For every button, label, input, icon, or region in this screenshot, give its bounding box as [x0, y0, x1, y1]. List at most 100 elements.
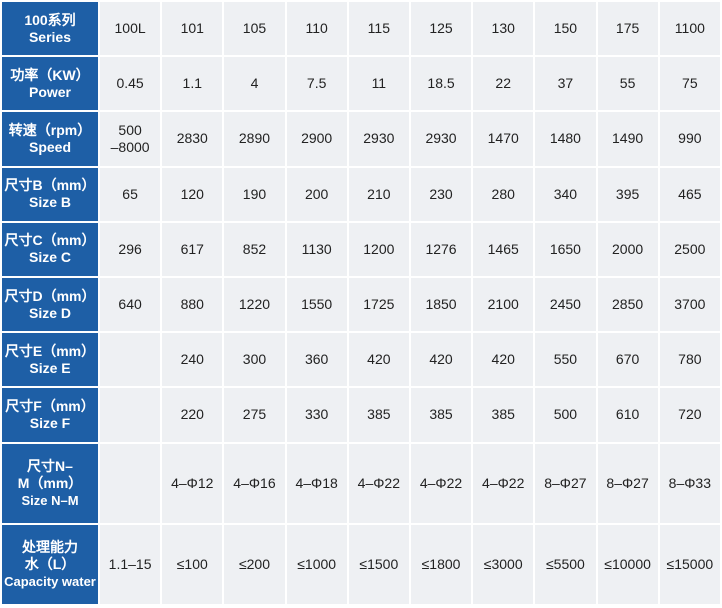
- table-cell: 75: [657, 55, 722, 113]
- table-cell: 105: [222, 0, 287, 58]
- table-cell: 210: [346, 165, 411, 223]
- table-cell: 1725: [346, 275, 411, 334]
- table-cell: 1850: [408, 275, 474, 334]
- table-cell: 8–Φ33: [657, 441, 722, 525]
- table-cell: 1276: [408, 220, 474, 278]
- row-header: 尺寸F（mm） Size F: [0, 386, 100, 444]
- table-cell: 4–Φ22: [408, 441, 474, 525]
- table-cell: 4–Φ18: [284, 441, 349, 525]
- cell-line: 处理能力: [22, 538, 78, 555]
- table-cell: 2000: [595, 220, 660, 278]
- table-cell: 2930: [408, 110, 474, 168]
- table-cell: 2850: [595, 275, 660, 334]
- table-cell: 385: [471, 386, 536, 444]
- cell-line: Size F: [29, 414, 71, 431]
- cell-line: 100系列: [24, 11, 76, 28]
- cell-line: Size C: [28, 249, 71, 266]
- table-cell: 1650: [533, 220, 598, 278]
- table-cell: ≤200: [222, 522, 287, 607]
- table-cell: 280: [471, 165, 536, 223]
- table-cell: 1.1–15: [97, 522, 163, 607]
- table-cell: 8–Φ27: [533, 441, 598, 525]
- table-cell: 385: [408, 386, 474, 444]
- table-cell: 125: [408, 0, 474, 58]
- cell-line: Size D: [28, 304, 71, 321]
- table-cell: 275: [222, 386, 287, 444]
- table-cell: ≤3000: [471, 522, 536, 607]
- table-row: 转速（rpm） Speed 500 –8000 2830 2890 2900 2930 2930…: [0, 110, 722, 168]
- cell-line: 尺寸B（mm）: [4, 177, 96, 194]
- table-row: 尺寸B（mm） Size B 65 120 190 200 210 230 280 340 395 4…: [0, 165, 722, 223]
- table-cell: 1490: [595, 110, 660, 168]
- table-cell: ≤100: [160, 522, 225, 607]
- cell-line: 水（L）: [24, 555, 76, 572]
- table-cell: 1550: [284, 275, 349, 334]
- table-cell: 420: [408, 331, 474, 389]
- cell-line: 尺寸D（mm）: [4, 287, 96, 304]
- table-cell: 4: [222, 55, 287, 113]
- table-cell: 11: [346, 55, 411, 113]
- table-cell: 385: [346, 386, 411, 444]
- table-row: 处理能力 水（L） Capacity water 1.1–15 ≤100 ≤200 ≤100…: [0, 522, 722, 607]
- table-cell: 18.5: [408, 55, 474, 113]
- table-cell: 101: [160, 0, 225, 58]
- table-cell: 420: [471, 331, 536, 389]
- table-row: 100系列 Series 100L 101 105 110 115 125 130 150 175 1…: [0, 0, 722, 58]
- table-row: 尺寸F（mm） Size F 220 275 330 385 385 385 500 610 720: [0, 386, 722, 444]
- table-cell: 300: [222, 331, 287, 389]
- cell-line: Capacity water: [4, 573, 96, 589]
- table-cell: 220: [160, 386, 225, 444]
- table-cell: 65: [97, 165, 163, 223]
- table-cell: ≤10000: [595, 522, 660, 607]
- table-cell: 2100: [471, 275, 536, 334]
- row-header: 功率（KW） Power: [0, 55, 100, 113]
- table-cell: [97, 441, 163, 525]
- table-cell: 1480: [533, 110, 598, 168]
- table-cell: 3700: [657, 275, 722, 334]
- cell-line: 尺寸E（mm）: [4, 342, 96, 359]
- table-cell: 115: [346, 0, 411, 58]
- table-cell: ≤1500: [346, 522, 411, 607]
- table-cell: 617: [160, 220, 225, 278]
- table-cell: 110: [284, 0, 349, 58]
- table-cell: 8–Φ27: [595, 441, 660, 525]
- table-cell: ≤15000: [657, 522, 722, 607]
- table-cell: 2930: [346, 110, 411, 168]
- table-row: 功率（KW） Power 0.45 1.1 4 7.5 11 18.5 22 37 55 75: [0, 55, 722, 113]
- table-cell: 100L: [97, 0, 163, 58]
- table-row: 尺寸C（mm） Size C 296 617 852 1130 1200 1276 1465 16…: [0, 220, 722, 278]
- table-cell: 670: [595, 331, 660, 389]
- cell-line: 转速（rpm）: [8, 121, 92, 138]
- table-cell: 360: [284, 331, 349, 389]
- table-cell: ≤5500: [533, 522, 598, 607]
- table-cell: 4–Φ12: [160, 441, 225, 525]
- table-cell: 4–Φ22: [346, 441, 411, 525]
- table-cell: 330: [284, 386, 349, 444]
- cell-line: 尺寸C（mm）: [4, 232, 96, 249]
- table-cell: 2830: [160, 110, 225, 168]
- table-cell: 0.45: [97, 55, 163, 113]
- table-cell: 200: [284, 165, 349, 223]
- table-cell: 500: [533, 386, 598, 444]
- table-cell: 130: [471, 0, 536, 58]
- row-header: 尺寸E（mm） Size E: [0, 331, 100, 389]
- table-cell: ≤1000: [284, 522, 349, 607]
- cell-line: –8000: [110, 138, 150, 155]
- table-cell: 150: [533, 0, 598, 58]
- row-header: 100系列 Series: [0, 0, 100, 58]
- table-cell: 2500: [657, 220, 722, 278]
- row-header: 尺寸D（mm） Size D: [0, 275, 100, 334]
- cell-line: 功率（KW）: [10, 66, 90, 83]
- table-cell: 1465: [471, 220, 536, 278]
- table-cell: 465: [657, 165, 722, 223]
- table-cell: 37: [533, 55, 598, 113]
- table-cell: 500 –8000: [97, 110, 163, 168]
- table-cell: 1200: [346, 220, 411, 278]
- row-header: 尺寸B（mm） Size B: [0, 165, 100, 223]
- table-cell: 395: [595, 165, 660, 223]
- table-cell: 190: [222, 165, 287, 223]
- table-cell: 1.1: [160, 55, 225, 113]
- table-cell: 1220: [222, 275, 287, 334]
- table-cell: 55: [595, 55, 660, 113]
